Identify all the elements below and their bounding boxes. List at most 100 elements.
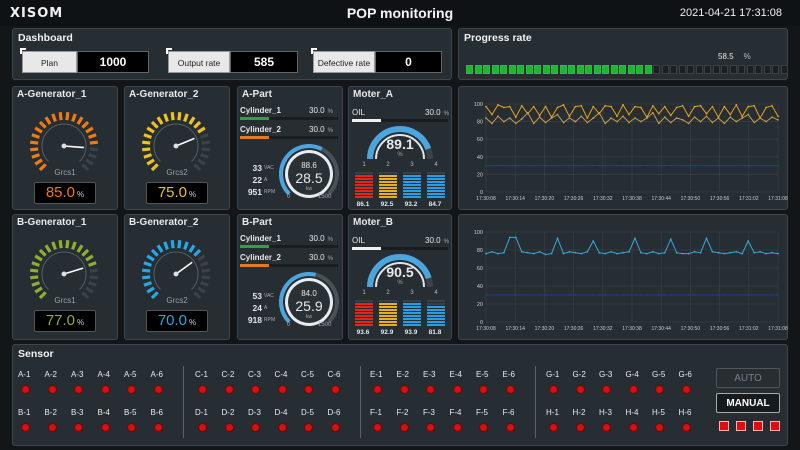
- series-point: [777, 118, 779, 121]
- series-point: [759, 164, 762, 167]
- series-point: [693, 250, 696, 253]
- auto-button[interactable]: AUTO: [716, 368, 780, 388]
- motor-bar: [355, 300, 373, 327]
- progress-segment: [661, 65, 669, 74]
- progress-segment: [483, 65, 490, 74]
- gauge-tick: [38, 163, 47, 172]
- progress-segment: [670, 65, 677, 74]
- series-point: [645, 252, 648, 255]
- sensor-label: E-3: [423, 370, 436, 379]
- sensor-label: B-1: [18, 408, 31, 417]
- sensor-label: C-4: [274, 370, 288, 379]
- gauge-needle: [175, 137, 195, 147]
- progress-segment: [755, 65, 762, 74]
- sensor-label: D-4: [274, 408, 288, 417]
- sensor-led: [655, 385, 664, 394]
- gauge-tick: [201, 140, 210, 145]
- series-point: [765, 164, 767, 167]
- chart-panel-1: [458, 86, 788, 210]
- line-chart-2: 100 80 60 40 20 017:30:08 17:30:14 17:30:20 17:3…: [474, 230, 788, 332]
- series-point: [669, 294, 672, 296]
- progress-segment: [593, 65, 601, 74]
- series-point: [616, 294, 619, 296]
- x-tick-label: 17:31:02: [739, 326, 759, 332]
- progress-segment: [619, 65, 626, 74]
- sensor-title: Sensor: [18, 348, 54, 360]
- gauge-tick: [81, 291, 90, 300]
- series-point: [610, 250, 613, 253]
- sensor-label: C-3: [248, 370, 261, 379]
- sensor-led: [277, 423, 287, 432]
- series-point: [669, 238, 672, 241]
- progress-segment: [551, 65, 558, 74]
- gauge-tick: [88, 153, 97, 159]
- motor-gauge-fill: [367, 254, 432, 288]
- series-point: [616, 115, 619, 118]
- series-point: [711, 164, 714, 167]
- series-point: [568, 117, 571, 119]
- series-point: [675, 164, 678, 167]
- series-point: [616, 120, 619, 123]
- part-gauge: [279, 144, 339, 198]
- x-tick-label: 17:30:50: [681, 326, 701, 332]
- gauge-tick: [197, 286, 206, 294]
- progress-segment: [525, 65, 533, 74]
- part-reading: 22: [252, 175, 262, 185]
- gauge-tick: [44, 116, 52, 125]
- gauge-tick: [163, 113, 169, 122]
- part-reading-unit: RPM: [264, 189, 276, 195]
- series-point: [663, 116, 666, 119]
- y-tick-label: 80: [477, 248, 483, 254]
- kpi-corner: [311, 48, 317, 54]
- gauge-tick: [65, 240, 70, 249]
- motor-bar-value: 92.9: [380, 329, 394, 336]
- kpi-value: 0: [375, 51, 442, 73]
- series-point: [544, 253, 547, 256]
- x-tick-label: 17:30:38: [622, 196, 642, 202]
- series-point: [514, 116, 517, 119]
- gauge-tick: [34, 286, 43, 294]
- progress-segment: [695, 65, 703, 74]
- series-point: [651, 164, 654, 167]
- motor-title: Moter_B: [353, 217, 394, 228]
- x-tick-label: 17:30:56: [710, 196, 730, 202]
- series-point: [777, 252, 779, 255]
- status-square-2: [736, 421, 746, 431]
- gauge-tick: [30, 268, 39, 273]
- series-point: [586, 121, 589, 124]
- x-tick-label: 17:30:56: [710, 326, 730, 332]
- series-point: [556, 106, 559, 109]
- x-tick-label: 17:30:08: [476, 326, 496, 332]
- gauge-hub: [173, 143, 179, 149]
- gauge-tick: [44, 244, 52, 253]
- series-point: [562, 121, 565, 124]
- generator-readout: 75.0%: [146, 182, 208, 204]
- gauge-tick: [146, 126, 155, 134]
- series-point: [711, 121, 714, 124]
- series-point: [491, 113, 493, 116]
- sensor-label: A-5: [124, 370, 137, 379]
- sensor-label: H-3: [599, 408, 612, 417]
- progress-segment: [636, 65, 643, 74]
- series-point: [532, 122, 535, 125]
- series-point: [592, 294, 595, 296]
- series-point: [604, 294, 607, 296]
- gauge-tick: [76, 116, 84, 125]
- gauge-tick: [143, 261, 152, 267]
- gauge-tick: [177, 112, 182, 121]
- sensor-led: [602, 423, 611, 432]
- series-point: [538, 116, 541, 119]
- sensor-label: D-1: [195, 408, 208, 417]
- gauge-tick: [38, 120, 47, 129]
- cylinder-value: 30.0%: [309, 234, 333, 243]
- kpi-label: Defective rate: [313, 51, 375, 73]
- progress-segment: [721, 65, 728, 74]
- series-point: [562, 294, 565, 296]
- series-point: [663, 251, 666, 254]
- x-tick-label: 17:30:14: [505, 326, 525, 332]
- series-point: [586, 117, 589, 119]
- sensor-label: D-5: [301, 408, 314, 417]
- gauge-hub: [173, 271, 179, 277]
- manual-button[interactable]: MANUAL: [716, 393, 780, 413]
- series-point: [562, 103, 565, 106]
